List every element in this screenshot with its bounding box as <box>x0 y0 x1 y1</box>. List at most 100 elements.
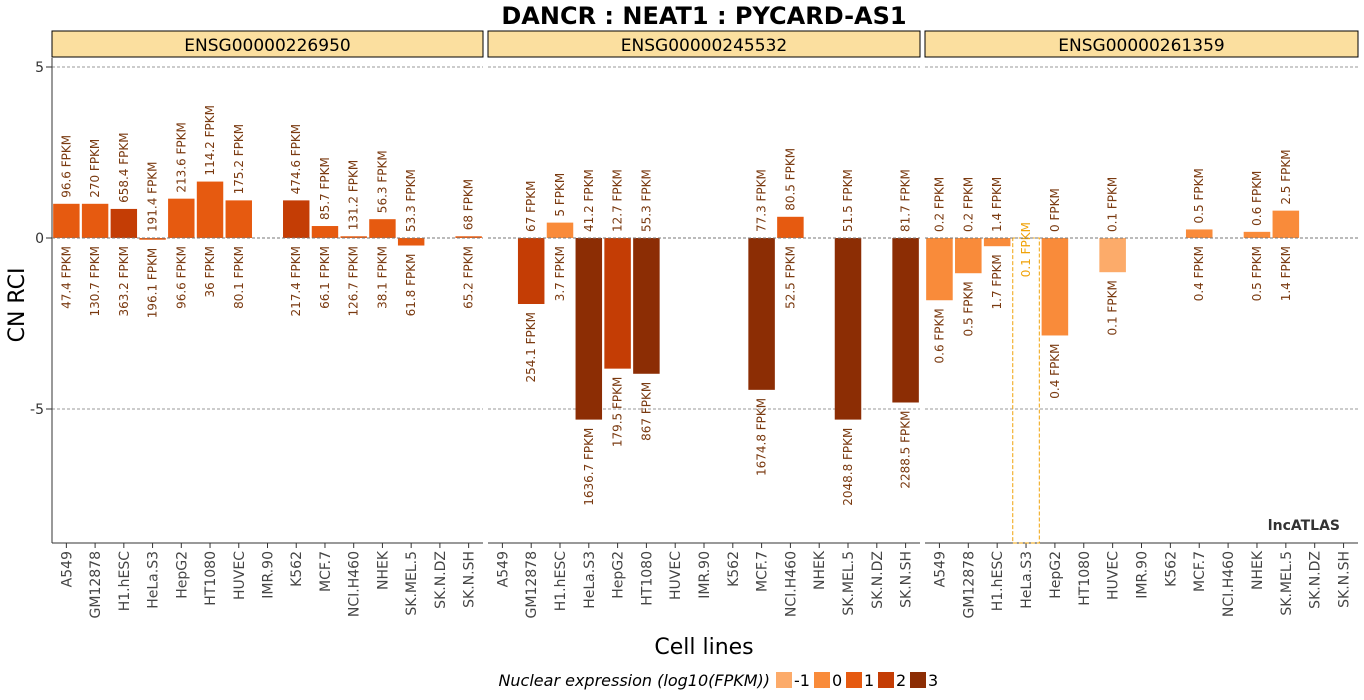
bar <box>283 200 310 238</box>
panel-strip-label: ENSG00000261359 <box>1058 36 1224 56</box>
bar <box>834 238 862 420</box>
x-tick-label: SK.N.SH <box>899 551 915 608</box>
nuc-fpkm-label: 66.1 FPKM <box>318 246 332 309</box>
bar <box>1185 229 1213 238</box>
nuc-fpkm-label: 867 FPKM <box>639 382 653 441</box>
cyto-fpkm-label: 55.3 FPKM <box>639 169 653 232</box>
bar <box>633 238 660 374</box>
bar <box>1243 231 1271 238</box>
cyto-fpkm-label: 131.2 FPKM <box>347 160 361 231</box>
cyto-fpkm-label: 67 FPKM <box>524 181 538 232</box>
bar <box>546 222 574 238</box>
x-tick-label: MCF.7 <box>318 551 334 592</box>
bar <box>455 236 482 238</box>
cyto-fpkm-label: 0.6 FPKM <box>1250 171 1264 226</box>
x-tick-label: NCI.H460 <box>1221 551 1237 617</box>
x-tick-label: SK.MEL.5 <box>841 551 857 616</box>
cyto-fpkm-label: 0.1 FPKM <box>1106 177 1120 232</box>
nuc-fpkm-label: 2288.5 FPKM <box>899 411 913 489</box>
x-tick-label: HUVEC <box>232 551 248 600</box>
x-tick-label: HepG2 <box>174 551 190 599</box>
cyto-fpkm-label: 81.7 FPKM <box>899 169 913 232</box>
x-tick-label: HeLa.S3 <box>1019 551 1035 609</box>
cyto-fpkm-label: 114.2 FPKM <box>203 105 217 176</box>
x-tick-label: A549 <box>495 551 511 587</box>
nuc-fpkm-label: 0.6 FPKM <box>932 308 946 363</box>
x-tick-label: IMR.90 <box>1135 551 1151 599</box>
legend-title: Nuclear expression (log10(FPKM)) <box>498 671 770 690</box>
x-tick-label: GM12878 <box>524 551 540 618</box>
x-tick-label: K562 <box>726 551 742 587</box>
bar <box>139 238 166 240</box>
bar <box>926 238 953 301</box>
nuc-fpkm-label: 3.7 FPKM <box>553 246 567 301</box>
legend: Nuclear expression (log10(FPKM)) -1 0 1 2 3 <box>498 671 938 690</box>
chart-title: DANCR : NEAT1 : PYCARD-AS1 <box>501 2 906 30</box>
x-tick-label: A549 <box>59 551 75 587</box>
x-tick-label: SK.MEL.5 <box>1279 551 1295 616</box>
nuc-fpkm-label: 36 FPKM <box>203 246 217 297</box>
nuc-fpkm-label: 1.7 FPKM <box>990 254 1004 309</box>
bar <box>397 238 425 246</box>
cyto-fpkm-label: 56.3 FPKM <box>375 150 389 213</box>
legend-label: 3 <box>928 671 938 690</box>
bar <box>575 238 603 420</box>
legend-label: -1 <box>794 671 810 690</box>
x-tick-label: NCI.H460 <box>783 551 799 617</box>
x-tick-label: H1.hESC <box>990 551 1006 611</box>
nuc-fpkm-label: 196.1 FPKM <box>146 248 160 319</box>
panel-strip-label: ENSG00000245532 <box>621 36 787 56</box>
x-tick-label: IMR.90 <box>697 551 713 599</box>
nuc-fpkm-label: 38.1 FPKM <box>375 246 389 309</box>
bar <box>369 219 396 238</box>
cyto-fpkm-label: 1.4 FPKM <box>990 177 1004 232</box>
x-tick-label: HepG2 <box>611 551 627 599</box>
bar <box>748 238 775 390</box>
cyto-fpkm-label: 0.5 FPKM <box>1192 168 1206 223</box>
x-tick-label: MCF.7 <box>1192 551 1208 592</box>
bar-outline <box>1012 237 1040 544</box>
nuc-fpkm-label: 0.4 FPKM <box>1048 343 1062 398</box>
cyto-fpkm-label: 191.4 FPKM <box>146 161 160 232</box>
nuc-fpkm-label: 130.7 FPKM <box>88 246 102 317</box>
nuc-fpkm-label: 0.1 FPKM <box>1019 222 1033 277</box>
x-tick-label: SK.N.SH <box>1337 551 1353 608</box>
legend-label: 2 <box>896 671 906 690</box>
nuc-fpkm-label: 179.5 FPKM <box>611 377 625 448</box>
bar <box>955 238 982 274</box>
bar <box>110 208 138 238</box>
x-tick-label: HT1080 <box>639 551 655 606</box>
x-tick-label: H1.hESC <box>553 551 569 611</box>
bar <box>340 236 367 238</box>
bar <box>777 216 804 238</box>
legend-label: 0 <box>832 671 842 690</box>
legend-label: 1 <box>864 671 874 690</box>
nuc-fpkm-label: 47.4 FPKM <box>59 246 73 309</box>
x-tick-label: NCI.H460 <box>347 551 363 617</box>
panel-strip <box>487 30 921 58</box>
bar <box>517 238 545 305</box>
x-tick-label: HUVEC <box>1106 551 1122 600</box>
x-tick-label: SK.N.DZ <box>1308 551 1324 609</box>
x-tick-label: IMR.90 <box>261 551 277 599</box>
legend-swatch <box>846 672 862 688</box>
cyto-fpkm-label: 51.5 FPKM <box>841 169 855 232</box>
legend-swatch <box>910 672 926 688</box>
x-tick-label: H1.hESC <box>117 551 133 611</box>
nuc-fpkm-label: 1674.8 FPKM <box>755 398 769 476</box>
cyto-fpkm-label: 80.5 FPKM <box>783 148 797 211</box>
nuc-fpkm-label: 0.1 FPKM <box>1106 280 1120 335</box>
cyto-fpkm-label: 77.3 FPKM <box>755 169 769 232</box>
x-axis-label: Cell lines <box>654 635 753 660</box>
cyto-fpkm-label: 41.2 FPKM <box>582 169 596 232</box>
x-tick-label: SK.MEL.5 <box>404 551 420 616</box>
bar <box>168 198 195 238</box>
nuc-fpkm-label: 52.5 FPKM <box>783 246 797 309</box>
x-tick-label: A549 <box>932 551 948 587</box>
bar <box>53 203 80 238</box>
panel-strip-label: ENSG00000226950 <box>184 36 350 56</box>
x-tick-label: NHEK <box>1250 550 1266 590</box>
nuc-fpkm-label: 65.2 FPKM <box>462 246 476 309</box>
cyto-fpkm-label: 0.2 FPKM <box>961 177 975 232</box>
